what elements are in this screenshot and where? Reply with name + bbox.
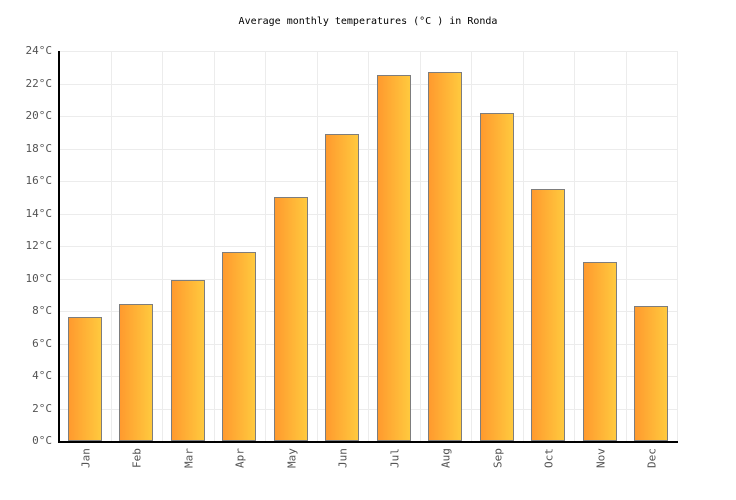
y-tick-label: 2°C xyxy=(32,401,52,415)
bar-jul xyxy=(376,75,411,441)
vertical-gridline xyxy=(677,51,678,441)
x-tick-label-apr: Apr xyxy=(233,448,247,468)
vertical-gridline xyxy=(368,51,369,441)
horizontal-gridline xyxy=(60,376,678,377)
y-tick-label: 22°C xyxy=(25,76,53,90)
bar-aug xyxy=(428,72,463,441)
horizontal-gridline xyxy=(60,246,678,247)
horizontal-gridline xyxy=(60,83,678,85)
x-tick-label-jan: Jan xyxy=(79,448,93,468)
y-tick-label: 24°C xyxy=(25,44,53,57)
bar-jan xyxy=(67,317,102,441)
y-tick-label: 16°C xyxy=(25,174,53,187)
y-tick-label: 8°C xyxy=(32,304,52,317)
horizontal-gridline xyxy=(60,213,678,215)
bar-apr xyxy=(222,252,257,441)
horizontal-gridline xyxy=(60,116,678,117)
y-tick-label: 12°C xyxy=(25,239,53,252)
y-tick-label: 10°C xyxy=(25,271,53,285)
horizontal-gridline xyxy=(60,148,678,150)
horizontal-gridline xyxy=(60,181,678,182)
bar-sep xyxy=(479,113,514,441)
bar-oct xyxy=(531,189,566,441)
horizontal-gridline xyxy=(60,343,678,345)
y-tick-label: 4°C xyxy=(32,369,52,382)
bar-feb xyxy=(119,304,154,441)
x-tick-label-sep: Sep xyxy=(491,448,505,468)
chart-title: Average monthly temperatures (°C ) in Ro… xyxy=(238,16,498,27)
y-tick-label: 0°C xyxy=(32,434,52,447)
horizontal-gridline xyxy=(60,51,678,52)
x-tick-label-dec: Dec xyxy=(645,448,659,468)
x-tick-label-aug: Aug xyxy=(439,448,453,468)
x-tick-label-mar: Mar xyxy=(182,448,196,468)
x-tick-label-jun: Jun xyxy=(336,448,350,468)
vertical-gridline xyxy=(265,51,266,441)
y-tick-label: 14°C xyxy=(25,206,53,220)
vertical-gridline xyxy=(110,51,112,441)
bar-mar xyxy=(170,280,205,441)
x-tick-label-feb: Feb xyxy=(130,448,144,468)
bar-dec xyxy=(634,306,669,441)
x-tick-label-jul: Jul xyxy=(388,448,402,468)
x-tick-label-nov: Nov xyxy=(594,448,608,468)
y-tick-label: 6°C xyxy=(32,336,52,350)
vertical-gridline xyxy=(162,51,163,441)
plot-area xyxy=(58,51,678,443)
vertical-gridline xyxy=(522,51,524,441)
y-tick-label: 20°C xyxy=(25,109,53,122)
vertical-gridline xyxy=(625,51,627,441)
x-tick-label-may: May xyxy=(285,448,299,468)
bar-jun xyxy=(325,134,360,441)
horizontal-gridline xyxy=(60,408,678,410)
x-tick-label-oct: Oct xyxy=(542,448,556,468)
vertical-gridline xyxy=(213,51,215,441)
y-tick-label: 18°C xyxy=(25,141,53,155)
vertical-gridline xyxy=(471,51,472,441)
bar-may xyxy=(273,197,308,441)
vertical-gridline xyxy=(316,51,318,441)
horizontal-gridline xyxy=(60,311,678,312)
bar-nov xyxy=(582,262,617,441)
horizontal-gridline xyxy=(60,278,678,280)
vertical-gridline xyxy=(574,51,575,441)
vertical-gridline xyxy=(419,51,421,441)
